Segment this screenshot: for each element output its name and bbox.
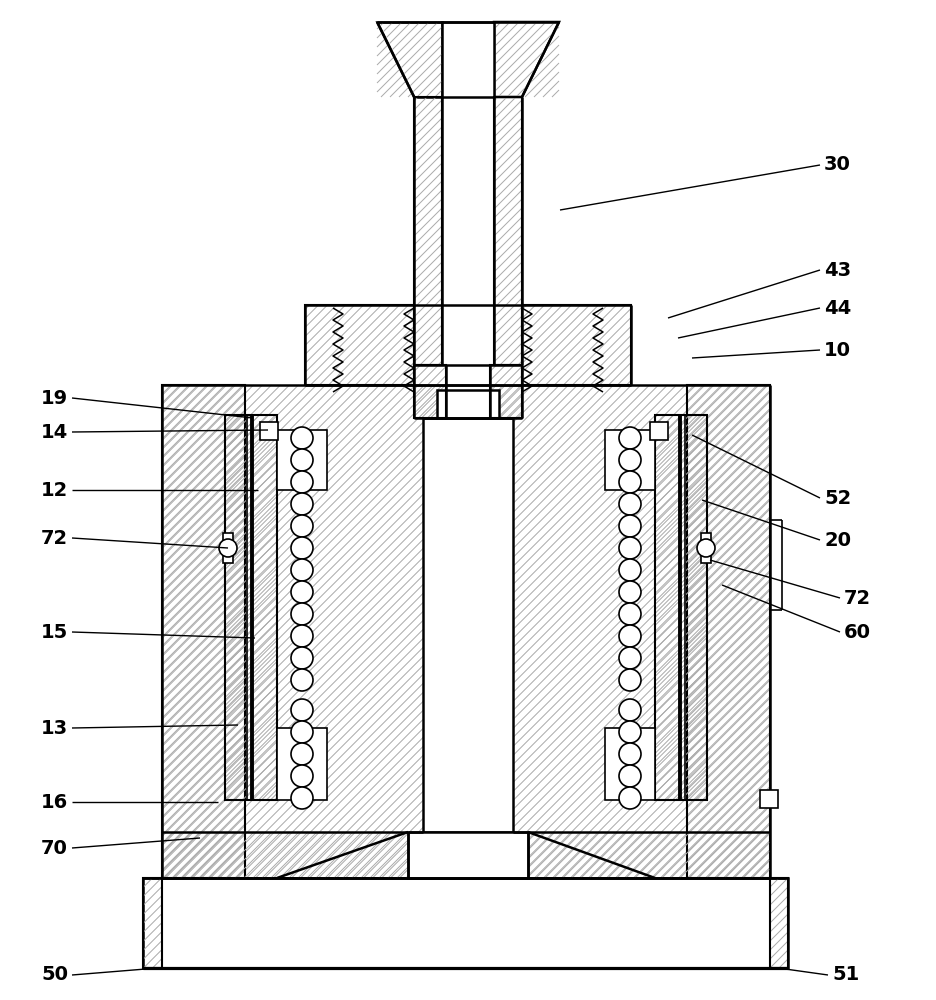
Text: 51: 51 [832, 966, 859, 984]
Bar [277, 430, 327, 490]
Circle shape [291, 647, 313, 669]
Text: 19: 19 [41, 388, 68, 408]
Circle shape [697, 539, 715, 557]
Bar [770, 878, 788, 968]
Circle shape [619, 427, 641, 449]
Text: 15: 15 [41, 622, 68, 642]
Circle shape [291, 427, 313, 449]
Text: 72: 72 [844, 588, 871, 607]
Circle shape [291, 493, 313, 515]
Circle shape [619, 493, 641, 515]
Circle shape [619, 471, 641, 493]
Text: 30: 30 [824, 155, 851, 174]
Circle shape [291, 699, 313, 721]
Circle shape [619, 603, 641, 625]
Bar [650, 422, 668, 440]
Circle shape [219, 539, 237, 557]
Circle shape [291, 581, 313, 603]
Bar [437, 390, 499, 418]
Text: 12: 12 [41, 481, 68, 499]
Bar [605, 728, 655, 800]
Text: 20: 20 [824, 530, 851, 550]
Bar [143, 878, 788, 968]
Bar [522, 305, 631, 385]
Circle shape [619, 537, 641, 559]
Bar [305, 305, 414, 385]
Circle shape [291, 471, 313, 493]
Circle shape [291, 743, 313, 765]
Circle shape [619, 721, 641, 743]
Bar [143, 878, 162, 968]
Circle shape [291, 537, 313, 559]
Polygon shape [377, 22, 442, 97]
Circle shape [619, 743, 641, 765]
Circle shape [619, 625, 641, 647]
Bar [494, 97, 522, 365]
Circle shape [291, 515, 313, 537]
Bar [223, 533, 233, 563]
Circle shape [291, 449, 313, 471]
Bar [605, 430, 655, 490]
Circle shape [291, 765, 313, 787]
Text: 60: 60 [844, 622, 871, 642]
Bar [162, 385, 245, 878]
Bar [423, 418, 513, 832]
Bar [655, 415, 707, 800]
Circle shape [619, 515, 641, 537]
Bar [701, 533, 711, 563]
Bar [162, 878, 770, 968]
Text: 52: 52 [824, 488, 851, 508]
Text: 44: 44 [824, 298, 851, 318]
Text: 13: 13 [41, 718, 68, 738]
Text: 50: 50 [41, 966, 68, 984]
Circle shape [291, 787, 313, 809]
Bar [446, 365, 490, 418]
Circle shape [619, 787, 641, 809]
Polygon shape [494, 22, 559, 97]
Circle shape [291, 603, 313, 625]
Circle shape [619, 449, 641, 471]
Bar [442, 97, 494, 365]
Bar [760, 790, 778, 808]
Bar [277, 728, 327, 800]
Circle shape [291, 669, 313, 691]
Circle shape [619, 581, 641, 603]
Circle shape [619, 699, 641, 721]
Bar [490, 365, 522, 418]
Bar [414, 365, 446, 418]
Circle shape [291, 721, 313, 743]
Text: 43: 43 [824, 260, 851, 279]
Bar [687, 385, 770, 878]
Bar [408, 832, 528, 878]
Circle shape [291, 625, 313, 647]
Text: 70: 70 [41, 838, 68, 857]
Text: 72: 72 [41, 528, 68, 548]
Text: 14: 14 [41, 422, 68, 442]
Circle shape [291, 559, 313, 581]
Bar [225, 415, 277, 800]
Bar [414, 97, 442, 365]
Text: 16: 16 [41, 792, 68, 812]
Circle shape [619, 765, 641, 787]
Circle shape [619, 559, 641, 581]
Circle shape [619, 647, 641, 669]
Bar [442, 22, 494, 97]
Circle shape [619, 669, 641, 691]
Text: 10: 10 [824, 340, 851, 360]
Bar [260, 422, 278, 440]
